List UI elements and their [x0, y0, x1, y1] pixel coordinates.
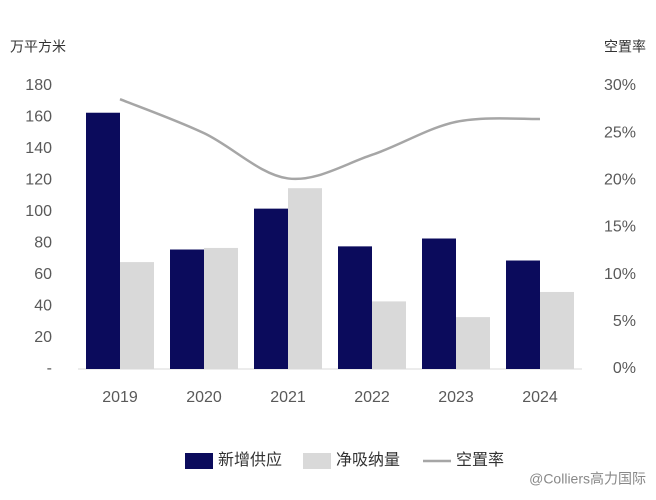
y2-tick-label: 15% [604, 219, 636, 236]
x-tick-label: 2019 [102, 389, 138, 406]
y2-tick-label: 0% [613, 360, 636, 377]
y-tick-label: 120 [25, 172, 52, 189]
x-tick-label: 2022 [354, 389, 390, 406]
line [119, 98, 541, 181]
y-tick-label: 20 [34, 329, 52, 346]
bar [254, 208, 288, 369]
x-tick-label: 2020 [186, 389, 222, 406]
bar [422, 238, 456, 369]
bar [540, 291, 574, 369]
bar [338, 246, 372, 369]
bar [86, 112, 120, 369]
y-tick-label: - [47, 360, 52, 377]
bar [456, 317, 490, 369]
y2-tick-label: 30% [604, 77, 636, 94]
y-tick-label: 40 [34, 297, 52, 314]
legend-swatch [303, 453, 331, 469]
bar [170, 249, 204, 369]
y-tick-label: 160 [25, 109, 52, 126]
bar [372, 301, 406, 369]
x-tick-label: 2023 [438, 389, 474, 406]
y-tick-label: 80 [34, 234, 52, 251]
bar [288, 188, 322, 369]
y-tick-label: 100 [25, 203, 52, 220]
bar [120, 262, 154, 369]
y2-tick-label: 25% [604, 124, 636, 141]
bar [204, 247, 238, 369]
legend-label: 净吸纳量 [336, 451, 400, 469]
legend-label: 空置率 [456, 451, 504, 469]
legend-label: 新增供应 [218, 450, 282, 469]
y2-tick-label: 10% [604, 266, 636, 283]
bar [506, 260, 540, 369]
y-tick-label: 60 [34, 266, 52, 283]
x-tick-label: 2024 [522, 389, 558, 406]
watermark: @Colliers高力国际 [529, 471, 646, 487]
x-tick-label: 2021 [270, 389, 306, 406]
y-tick-label: 180 [25, 77, 52, 94]
y2-axis-title: 空置率 [604, 39, 646, 55]
y2-tick-label: 20% [604, 172, 636, 189]
y-tick-label: 140 [25, 140, 52, 157]
y-axis-title: 万平方米 [10, 39, 66, 55]
y2-tick-label: 5% [613, 313, 636, 330]
legend-swatch [185, 453, 213, 469]
